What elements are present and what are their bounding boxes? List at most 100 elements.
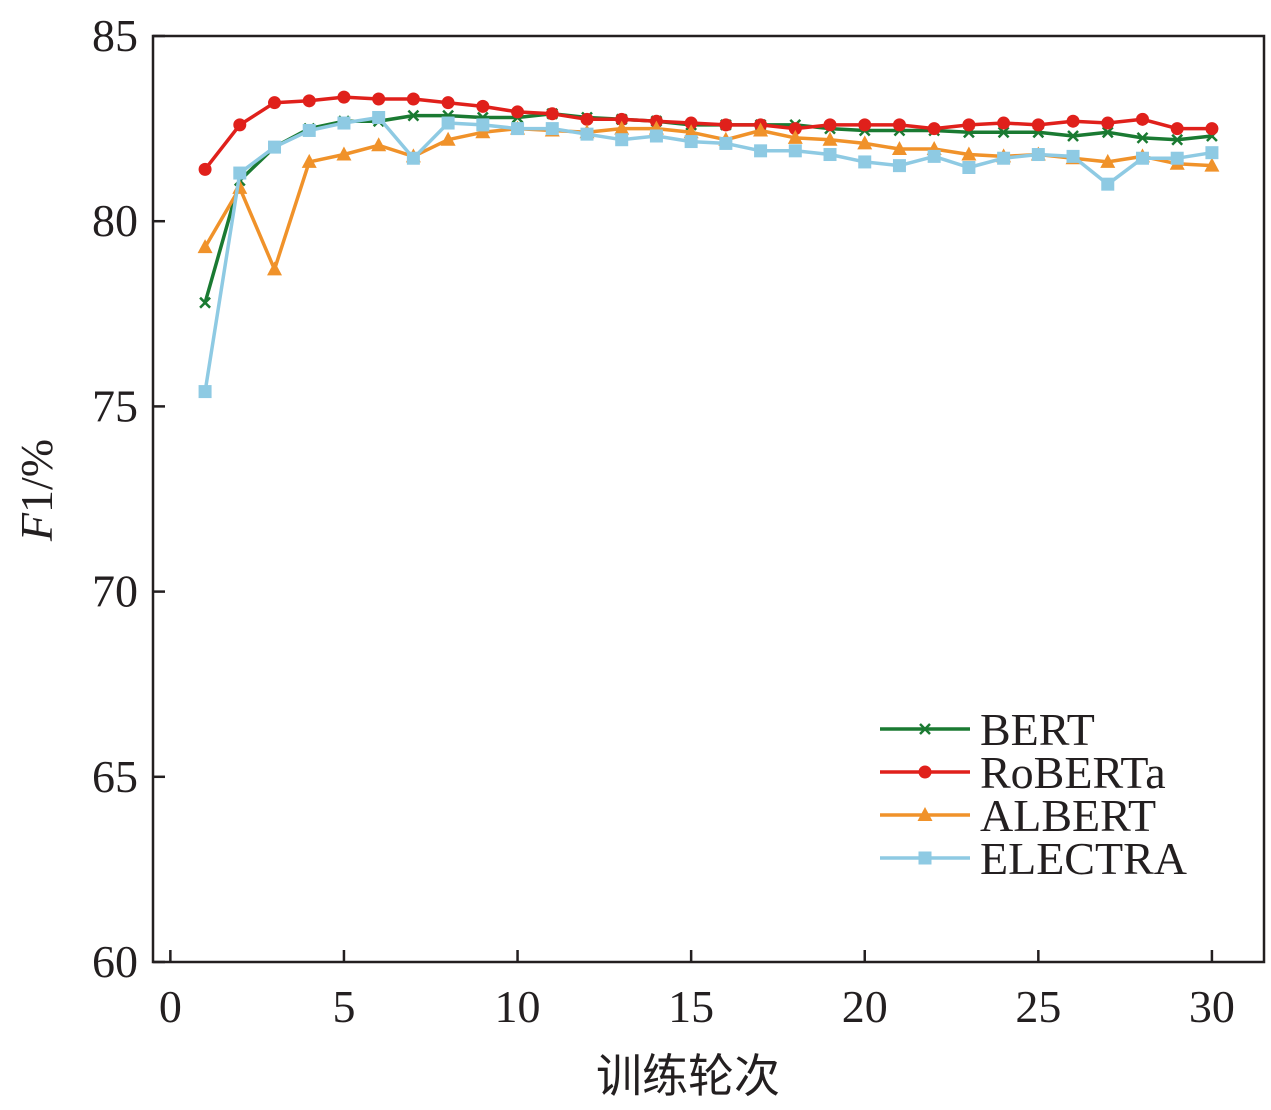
data-point-roberta bbox=[1205, 122, 1219, 136]
data-point-bert bbox=[1171, 133, 1184, 146]
data-point-electra bbox=[997, 151, 1011, 165]
data-point-electra bbox=[719, 136, 733, 150]
x-tick-label: 20 bbox=[842, 981, 888, 1032]
data-point-roberta bbox=[1101, 116, 1115, 130]
series-electra bbox=[198, 110, 1219, 399]
data-point-albert bbox=[440, 131, 456, 146]
x-tick-label: 25 bbox=[1015, 981, 1061, 1032]
x-tick-label: 10 bbox=[495, 981, 541, 1032]
legend-swatch-marker-stroke bbox=[919, 723, 931, 735]
data-point-electra bbox=[858, 155, 872, 169]
data-point-electra bbox=[1031, 148, 1045, 162]
data-point-electra bbox=[406, 151, 420, 165]
data-point-roberta bbox=[684, 116, 698, 130]
data-point-bert bbox=[199, 296, 211, 309]
data-point-roberta bbox=[406, 92, 420, 106]
data-point-roberta bbox=[962, 118, 976, 132]
data-point-roberta bbox=[1066, 114, 1080, 128]
data-point-electra bbox=[1170, 151, 1184, 165]
data-point-electra bbox=[1101, 177, 1115, 191]
data-point-roberta bbox=[268, 96, 282, 110]
legend-label: ALBERT bbox=[980, 790, 1156, 841]
data-point-bert-stroke bbox=[997, 126, 1010, 139]
legend-swatch-marker bbox=[919, 723, 931, 735]
legend-swatch-marker bbox=[917, 807, 933, 821]
x-tick-label: 0 bbox=[159, 981, 182, 1032]
data-point-electra bbox=[823, 148, 837, 162]
data-point-roberta bbox=[1135, 112, 1149, 126]
legend-item-roberta: RoBERTa bbox=[880, 747, 1166, 798]
data-point-roberta bbox=[302, 94, 316, 108]
legend-label: ELECTRA bbox=[980, 833, 1187, 884]
y-tick-label: 80 bbox=[92, 195, 138, 246]
data-point-roberta bbox=[927, 122, 941, 136]
data-point-electra bbox=[1205, 146, 1219, 160]
x-tick-label: 15 bbox=[668, 981, 714, 1032]
legend-item-bert: BERT bbox=[880, 704, 1095, 755]
legend-swatch-marker bbox=[918, 765, 932, 779]
data-point-roberta bbox=[476, 99, 490, 113]
y-tick-label: 60 bbox=[92, 936, 138, 987]
data-point-roberta bbox=[1170, 122, 1184, 136]
data-point-electra bbox=[198, 385, 212, 399]
axis-ticks: 0 5 10 15 20 25 30 60 65 70 75 80 85 bbox=[92, 10, 1235, 1032]
data-point-electra bbox=[615, 133, 629, 147]
y-tick-label: 85 bbox=[92, 10, 138, 61]
data-point-albert bbox=[857, 135, 873, 150]
data-point-roberta bbox=[1031, 118, 1045, 132]
plot-frame bbox=[151, 34, 1266, 964]
data-point-electra bbox=[337, 116, 351, 130]
series-roberta bbox=[198, 90, 1219, 176]
data-point-roberta bbox=[545, 107, 559, 121]
data-point-electra bbox=[441, 116, 455, 130]
y-axis-title-rest: 1/% bbox=[11, 439, 62, 513]
series-line-albert bbox=[203, 126, 1212, 272]
legend-label: RoBERTa bbox=[980, 747, 1166, 798]
x-tick-label: 5 bbox=[332, 981, 355, 1032]
data-point-roberta bbox=[441, 96, 455, 110]
data-point-albert bbox=[614, 120, 630, 135]
legend-label: BERT bbox=[980, 704, 1095, 755]
data-point-electra bbox=[1135, 151, 1149, 165]
y-axis-title: F1/% bbox=[11, 439, 62, 542]
data-point-bert bbox=[1101, 126, 1114, 139]
data-point-electra bbox=[302, 123, 316, 137]
data-point-albert bbox=[787, 129, 803, 144]
data-point-roberta bbox=[788, 122, 802, 136]
data-point-electra bbox=[1066, 149, 1080, 163]
data-point-roberta bbox=[823, 118, 837, 132]
y-tick-label: 75 bbox=[92, 380, 138, 431]
data-point-bert-stroke bbox=[1101, 126, 1114, 139]
data-point-roberta bbox=[198, 162, 212, 176]
data-point-albert bbox=[753, 122, 769, 137]
data-point-bert bbox=[997, 126, 1010, 139]
data-point-albert bbox=[961, 146, 977, 161]
data-point-albert bbox=[371, 137, 387, 152]
data-point-bert-stroke bbox=[1171, 133, 1184, 146]
data-point-electra bbox=[892, 159, 906, 173]
data-point-electra bbox=[684, 135, 698, 149]
data-point-electra bbox=[927, 149, 941, 163]
data-point-albert bbox=[891, 140, 907, 155]
data-point-bert bbox=[1136, 131, 1149, 144]
data-point-roberta bbox=[719, 118, 733, 132]
data-point-electra bbox=[233, 166, 247, 180]
data-point-bert-stroke bbox=[1136, 131, 1149, 144]
data-point-roberta bbox=[615, 112, 629, 126]
data-point-bert-stroke bbox=[199, 296, 211, 309]
legend-swatch-marker bbox=[918, 851, 932, 865]
series-layer bbox=[197, 90, 1220, 399]
data-point-bert bbox=[407, 109, 420, 122]
data-point-roberta bbox=[511, 105, 525, 119]
y-tick-label: 70 bbox=[92, 566, 138, 617]
y-tick-label: 65 bbox=[92, 751, 138, 802]
x-axis-title: 训练轮次 bbox=[596, 1051, 780, 1102]
data-point-albert bbox=[1204, 157, 1220, 172]
data-point-electra bbox=[788, 144, 802, 158]
data-point-electra bbox=[545, 122, 559, 136]
x-tick-label: 30 bbox=[1189, 981, 1235, 1032]
data-point-roberta bbox=[233, 118, 247, 132]
data-point-roberta bbox=[337, 90, 351, 104]
